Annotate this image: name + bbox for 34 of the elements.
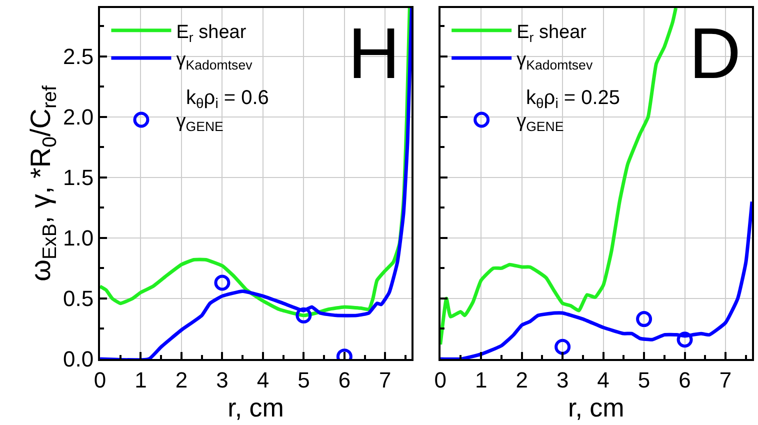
legend-label: E$_{r}$ shear [176,22,247,45]
annotation: H [348,14,400,94]
annotation: k$_{θ}$ρ$_{i}$ = 0.6 [186,87,269,112]
legend-label: γ$_{GENE}$ [176,111,224,134]
legend-label: γ$_{Kadomtsev}$ [516,49,593,72]
annotation: k$_{θ}$ρ$_{i}$ = 0.25 [526,87,620,112]
y-tick-label: 1.5 [63,165,94,190]
y-tick-label: 2.0 [63,104,94,130]
x-tick-label: 3 [216,367,228,392]
x-tick-label: 5 [298,367,310,392]
x-tick-label: 4 [597,367,610,392]
annotation: D [689,14,741,94]
x-tick-label: 2 [175,367,188,392]
x-tick-label: 0 [94,367,106,392]
x-tick-label: 1 [134,367,147,392]
y-tick-label: 0.0 [63,346,94,372]
x-tick-label: 1 [474,367,488,392]
x-tick-label: 6 [338,367,351,392]
x-tick-label: 4 [256,367,270,392]
y-tick-label: 2.5 [63,44,94,70]
legend-label: γ$_{GENE}$ [516,111,564,134]
legend-label: E$_{r}$ shear [516,22,588,45]
x-tick-label: 6 [678,367,691,392]
x-tick-label: 5 [638,367,650,392]
x-axis-title: r, cm [228,392,284,422]
x-tick-label: 7 [719,367,732,392]
x-tick-label: 7 [379,367,392,392]
y-tick-label: 1.0 [63,226,94,251]
y-tick-label: 0.5 [63,286,94,312]
x-tick-label: 2 [516,367,528,392]
x-axis-title: r, cm [568,392,624,422]
legend-label: γ$_{Kadomtsev}$ [176,49,253,72]
x-tick-label: 0 [434,367,446,392]
x-tick-label: 3 [556,367,569,392]
